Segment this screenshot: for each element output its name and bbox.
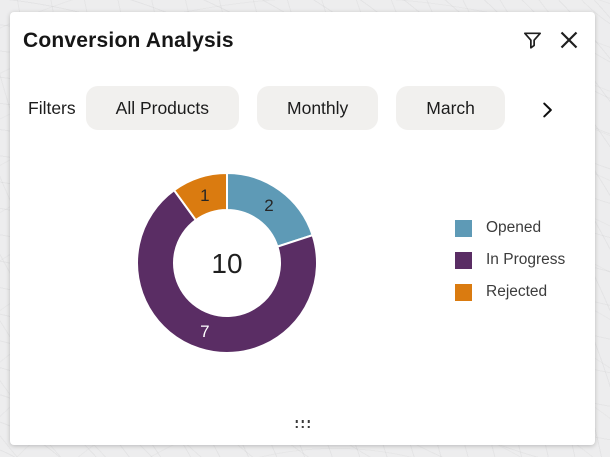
drag-dot <box>295 425 298 428</box>
filter-pill-all-products[interactable]: All Products <box>85 86 240 130</box>
legend-label: Rejected <box>486 283 548 300</box>
legend-item-opened[interactable]: Opened <box>455 219 565 237</box>
filter-pill-march[interactable]: March <box>396 86 505 130</box>
donut-center-total: 10 <box>211 248 242 279</box>
donut-chart: 2 7 1 10 <box>136 171 318 354</box>
filters-scroll-right-button[interactable] <box>533 96 561 124</box>
legend-swatch <box>455 251 472 269</box>
close-icon <box>560 31 578 49</box>
legend-swatch <box>455 219 472 237</box>
conversion-analysis-card: Conversion Analysis Filters All Products… <box>10 12 595 445</box>
drag-dot <box>307 420 310 423</box>
drag-dot <box>301 420 304 423</box>
drag-handle[interactable] <box>291 416 314 432</box>
legend-label: Opened <box>486 219 542 236</box>
donut-slice-rejected[interactable] <box>172 171 228 222</box>
chart-legend: Opened In Progress Rejected <box>455 219 565 301</box>
page-title: Conversion Analysis <box>23 29 234 52</box>
drag-dot <box>301 425 304 428</box>
filters-label: Filters <box>28 97 76 118</box>
slice-value-label: 1 <box>200 186 209 205</box>
donut-slice-in-progress[interactable] <box>136 188 318 354</box>
drag-dot <box>295 420 298 423</box>
header-actions <box>519 27 582 53</box>
slice-value-label: 2 <box>264 196 273 215</box>
drag-dot <box>307 425 310 428</box>
funnel-icon <box>523 31 541 49</box>
close-button[interactable] <box>556 27 582 53</box>
legend-swatch <box>455 283 472 301</box>
filter-pill-monthly[interactable]: Monthly <box>257 86 379 130</box>
filters-scroll-overlay <box>507 86 595 134</box>
chevron-right-icon <box>543 102 552 118</box>
filters-bar: Filters All Products Monthly March <box>28 86 595 130</box>
legend-label: In Progress <box>486 251 566 268</box>
filter-button[interactable] <box>519 27 545 53</box>
legend-item-rejected[interactable]: Rejected <box>455 283 565 301</box>
legend-item-in-progress[interactable]: In Progress <box>455 251 565 269</box>
slice-value-label: 7 <box>200 322 209 341</box>
